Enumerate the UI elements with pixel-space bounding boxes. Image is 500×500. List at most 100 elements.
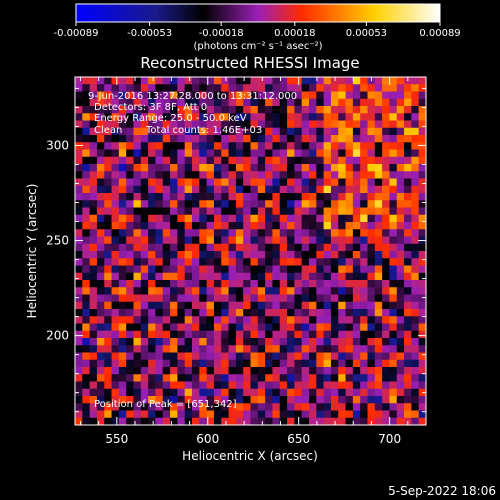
heatmap-cell: [418, 229, 426, 238]
heatmap-cell: [155, 359, 164, 368]
heatmap-cell: [148, 388, 157, 397]
heatmap-cell: [411, 229, 420, 238]
heatmap-cell: [199, 98, 208, 107]
heatmap-cell: [82, 135, 91, 143]
heatmap-cell: [309, 410, 317, 419]
heatmap-cell: [75, 207, 83, 216]
heatmap-cell: [221, 98, 230, 107]
heatmap-cell: [301, 127, 310, 136]
heatmap-cell: [228, 410, 237, 419]
heatmap-cell: [133, 287, 142, 296]
heatmap-cell: [287, 193, 295, 201]
heatmap-cell: [411, 156, 420, 165]
heatmap-cell: [206, 294, 215, 303]
heatmap-cell: [389, 185, 398, 194]
heatmap-cell: [177, 359, 186, 368]
annotation-energy: Energy Range: 25.0 - 50.0 keV: [94, 113, 247, 124]
heatmap-cell: [396, 381, 405, 390]
heatmap-cell: [177, 193, 186, 201]
heatmap-cell: [228, 185, 237, 194]
heatmap-cell: [118, 149, 127, 158]
heatmap-cell: [235, 113, 244, 122]
heatmap-cell: [294, 207, 303, 216]
heatmap-cell: [235, 338, 244, 346]
heatmap-cell: [418, 352, 426, 361]
heatmap-cell: [287, 214, 295, 223]
heatmap-cell: [75, 135, 83, 143]
heatmap-cell: [250, 91, 259, 100]
heatmap-cell: [250, 359, 259, 368]
heatmap-cell: [316, 185, 325, 194]
heatmap-cell: [104, 338, 113, 346]
heatmap-cell: [162, 113, 171, 122]
heatmap-cell: [389, 316, 398, 325]
heatmap-cell: [404, 367, 412, 375]
heatmap-cell: [75, 258, 83, 267]
heatmap-cell: [199, 91, 208, 100]
heatmap-cell: [148, 316, 157, 325]
heatmap-cell: [411, 214, 420, 223]
heatmap-cell: [382, 171, 391, 180]
heatmap-cell: [104, 127, 113, 136]
heatmap-cell: [111, 149, 120, 158]
heatmap-cell: [257, 164, 266, 172]
heatmap-cell: [228, 388, 237, 397]
heatmap-cell: [170, 200, 178, 209]
heatmap-cell: [352, 287, 361, 296]
heatmap-cell: [352, 396, 361, 404]
heatmap-cell: [133, 258, 142, 267]
heatmap-cell: [221, 229, 230, 238]
heatmap-cell: [279, 106, 288, 114]
heatmap-cell: [389, 367, 398, 375]
heatmap-cell: [184, 178, 193, 187]
heatmap-cell: [89, 164, 98, 172]
heatmap-cell: [396, 91, 405, 100]
heatmap-cell: [352, 316, 361, 325]
heatmap-cell: [155, 185, 164, 194]
heatmap-cell: [140, 98, 149, 107]
heatmap-cell: [374, 193, 383, 201]
heatmap-cell: [148, 359, 157, 368]
heatmap-cell: [133, 135, 142, 143]
heatmap-cell: [126, 301, 135, 310]
heatmap-cell: [404, 127, 412, 136]
heatmap-cell: [287, 338, 295, 346]
heatmap-cell: [323, 156, 332, 165]
heatmap-cell: [345, 410, 354, 419]
heatmap-cell: [352, 251, 361, 259]
heatmap-cell: [104, 352, 113, 361]
heatmap-cell: [352, 127, 361, 136]
heatmap-cell: [411, 280, 420, 288]
heatmap-cell: [404, 171, 412, 180]
heatmap-cell: [389, 142, 398, 151]
heatmap-cell: [82, 367, 91, 375]
heatmap-cell: [192, 156, 200, 165]
heatmap-cell: [162, 359, 171, 368]
heatmap-cell: [352, 381, 361, 390]
heatmap-cell: [294, 171, 303, 180]
heatmap-cell: [279, 396, 288, 404]
heatmap-cell: [374, 156, 383, 165]
heatmap-cell: [418, 367, 426, 375]
heatmap-cell: [352, 359, 361, 368]
heatmap-cell: [96, 287, 105, 296]
heatmap-cell: [111, 258, 120, 267]
plot-frame: [74, 76, 427, 426]
heatmap-cell: [338, 374, 347, 383]
heatmap-cell: [228, 193, 237, 201]
heatmap-cell: [367, 374, 376, 383]
heatmap-cell: [265, 251, 274, 259]
heatmap-cell: [250, 229, 259, 238]
heatmap-cell: [177, 98, 186, 107]
heatmap-cell: [140, 396, 149, 404]
heatmap-cell: [316, 345, 325, 354]
heatmap-cell: [104, 229, 113, 238]
heatmap-cell: [228, 229, 237, 238]
heatmap-cell: [192, 178, 200, 187]
heatmap-cell: [411, 396, 420, 404]
heatmap-cell: [96, 280, 105, 288]
heatmap-cell: [228, 396, 237, 404]
heatmap-cell: [374, 214, 383, 223]
heatmap-cell: [126, 91, 135, 100]
heatmap-cell: [213, 388, 222, 397]
